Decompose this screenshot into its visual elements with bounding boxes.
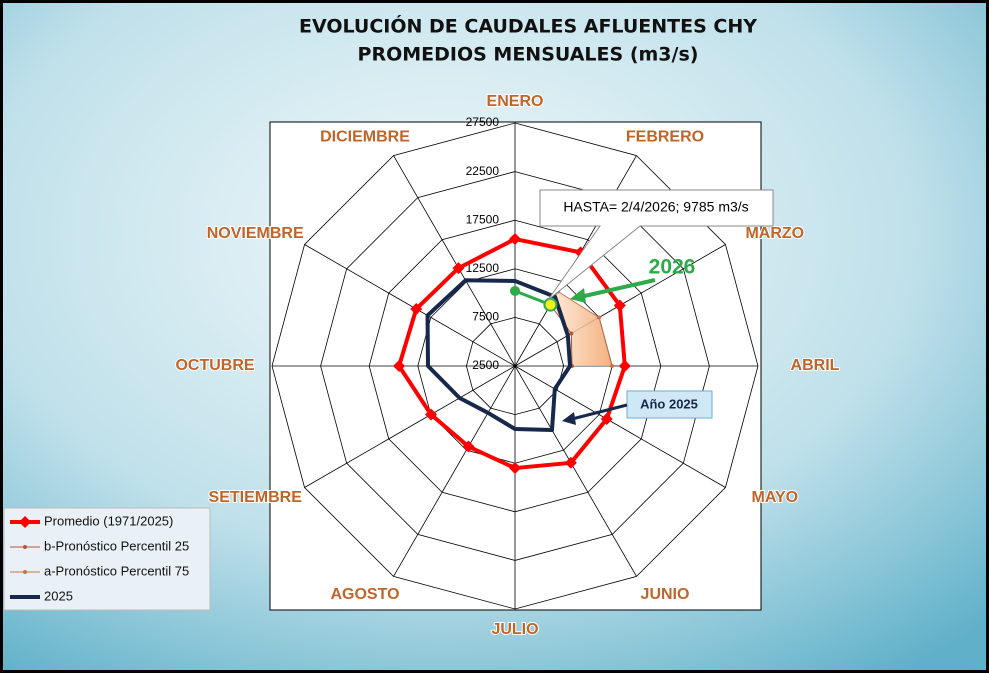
legend-label: 2025 xyxy=(44,588,73,603)
category-label: SETIEMBRE xyxy=(209,489,303,506)
marks xyxy=(393,233,631,475)
percentile-band xyxy=(550,291,613,366)
chart-title: EVOLUCIÓN DE CAUDALES AFLUENTES CHY xyxy=(299,14,757,38)
tick-label: 17500 xyxy=(466,212,500,226)
category-label: ENERO xyxy=(487,93,544,110)
spoke xyxy=(393,365,516,577)
marker xyxy=(410,302,423,315)
tick-label: 2500 xyxy=(472,358,499,372)
marker xyxy=(618,360,631,372)
category-label: AGOSTO xyxy=(330,586,399,603)
tick-label: 22500 xyxy=(466,164,500,178)
legend-box xyxy=(3,507,211,611)
marker xyxy=(509,233,521,246)
spoke xyxy=(514,365,637,577)
spoke xyxy=(304,365,516,488)
marker xyxy=(564,456,577,469)
marker xyxy=(613,299,626,312)
marker xyxy=(452,262,465,275)
spoke xyxy=(514,365,726,488)
marker xyxy=(509,462,521,475)
tick-label: 7500 xyxy=(472,310,499,324)
tick-label: 27500 xyxy=(466,115,500,129)
legend-marker xyxy=(19,516,31,528)
category-label: JUNIO xyxy=(641,586,690,603)
marker xyxy=(543,297,558,312)
chart-subtitle: PROMEDIOS MENSUALES (m3/s) xyxy=(358,44,699,66)
callout-text: HASTA= 2/4/2026; 9785 m3/s xyxy=(563,199,748,215)
spoke xyxy=(304,244,516,367)
marker xyxy=(600,412,613,425)
annotation-2026: 2026 xyxy=(649,256,696,279)
arrow-head xyxy=(570,288,586,303)
category-label: FEBRERO xyxy=(626,129,704,146)
annotation-2025: Año 2025 xyxy=(640,396,698,411)
arrow-head xyxy=(562,412,576,425)
legend-marker xyxy=(23,545,27,549)
category-label: DICIEMBRE xyxy=(320,129,410,146)
tick-label: 12500 xyxy=(466,261,500,275)
category-label: OCTUBRE xyxy=(175,357,254,374)
note-box xyxy=(626,390,713,419)
category-label: NOVIEMBRE xyxy=(207,225,304,242)
callout-box xyxy=(539,189,774,301)
grid: 2500 7500 12500 17500 22500 27500 ENERO FEBRERO… xyxy=(174,92,840,639)
marker xyxy=(424,408,437,421)
marker xyxy=(597,315,602,320)
series-line xyxy=(425,278,573,433)
marker xyxy=(510,285,520,296)
marker xyxy=(393,360,406,372)
legend-label: a-Pronóstico Percentil 75 xyxy=(44,563,189,578)
legend-label: b-Pronóstico Percentil 25 xyxy=(44,538,189,553)
annotations: HASTA= 2/4/2026; 9785 m3/s 2026 Año 2025 xyxy=(539,189,774,425)
marker xyxy=(462,440,475,453)
category-label: MAYO xyxy=(752,489,799,506)
legend-label: Promedio (1971/2025) xyxy=(44,513,173,528)
spoke xyxy=(393,155,516,367)
legend-marker xyxy=(23,570,27,574)
category-label: JULIO xyxy=(491,621,538,638)
arrow xyxy=(579,278,656,299)
legend: Promedio (1971/2025) b-Pronóstico Percent… xyxy=(3,507,211,611)
marker xyxy=(610,364,615,368)
marker xyxy=(569,331,574,336)
category-label: MARZO xyxy=(745,225,804,242)
category-label: ABRIL xyxy=(791,357,840,374)
arrow xyxy=(571,403,628,421)
